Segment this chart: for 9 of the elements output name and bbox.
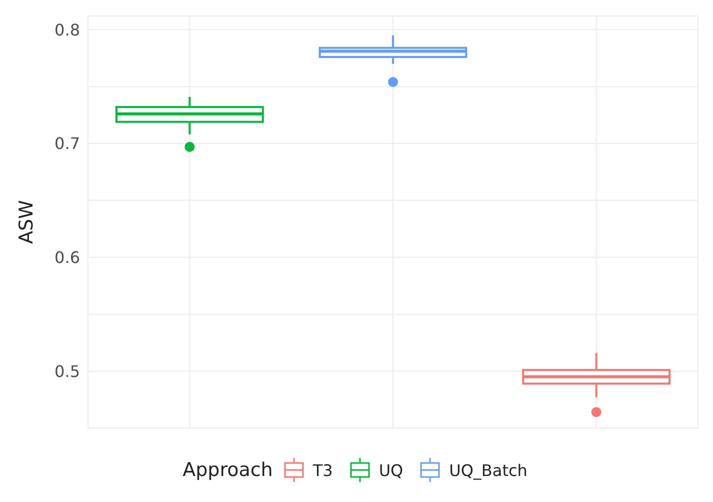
legend-label: UQ_Batch [449,460,528,480]
y-tick-label: 0.6 [54,248,80,267]
y-tick-label: 0.8 [54,20,80,40]
legend-title: Approach [182,459,273,481]
y-tick-label: 0.7 [54,134,80,154]
y-tick-label: 0.5 [54,362,80,381]
y-axis-title: ASW [16,200,38,244]
legend-label: T3 [312,460,333,480]
legend-label: UQ [378,460,404,480]
